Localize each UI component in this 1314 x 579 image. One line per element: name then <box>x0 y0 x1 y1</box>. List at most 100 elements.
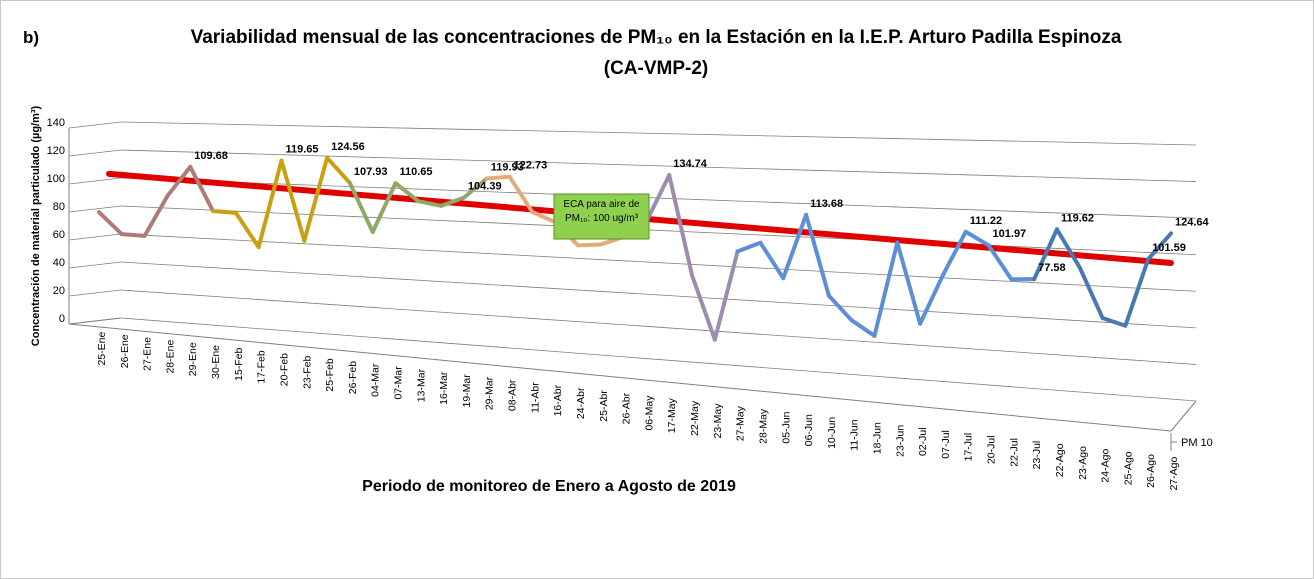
x-tick-label: 17-Jul <box>963 433 975 462</box>
data-label: 111.22 <box>970 215 1002 227</box>
y-tick-label: 20 <box>53 285 65 297</box>
line-segment <box>279 158 307 243</box>
y-tick-label: 60 <box>53 229 65 241</box>
y-tick <box>68 205 122 213</box>
x-tick-label: 20-Feb <box>278 353 290 386</box>
data-label: 104.39 <box>468 181 502 193</box>
x-tick-label: 02-Jul <box>917 427 929 456</box>
panel-label: b) <box>23 28 39 47</box>
y-tick <box>68 233 122 241</box>
x-tick-label: 23-May <box>712 403 724 439</box>
x-tick-label: 27-Ago <box>1168 457 1180 491</box>
x-tick-label: 17-May <box>666 397 678 433</box>
y-tick-label: 80 <box>53 201 65 213</box>
line-segment <box>507 174 535 215</box>
x-tick-label: 15-Feb <box>233 348 245 381</box>
x-tick-label: 27-Ene <box>142 337 154 371</box>
line-segment <box>188 164 216 214</box>
line-segment <box>804 212 831 298</box>
x-tick-label: 26-Abr <box>621 392 633 424</box>
line-segment <box>393 181 421 204</box>
x-tick-label: 16-Mar <box>438 371 450 405</box>
line-segment <box>849 318 877 338</box>
line-segment <box>667 173 695 278</box>
x-tick-label: 25-Ago <box>1122 451 1134 485</box>
grid-line <box>120 289 1197 365</box>
x-tick-label: 27-May <box>735 405 747 441</box>
x-tick-label: 06-May <box>643 395 655 431</box>
x-tick-label: 25-Ene <box>96 332 108 366</box>
y-tick <box>68 261 122 269</box>
x-tick-label: 24-Ago <box>1100 449 1112 483</box>
line-segment <box>735 240 763 254</box>
line-segment <box>461 176 489 200</box>
data-label: 107.93 <box>354 166 388 178</box>
reference-box: ECA para aire de PM₁₀: 100 ug/m³ <box>553 193 650 240</box>
x-tick-label: 11-Abr <box>529 382 541 413</box>
y-tick-label: 0 <box>59 313 65 325</box>
line-segment <box>986 243 1014 282</box>
grid-line <box>120 205 1197 256</box>
line-segment <box>142 193 170 238</box>
line-segment <box>370 181 398 235</box>
line-segment <box>1032 227 1059 282</box>
floor-edge <box>1170 400 1197 432</box>
x-tick-label: 17-Feb <box>256 350 268 383</box>
x-tick-label: 23-Ago <box>1077 446 1089 480</box>
data-label: 119.62 <box>1061 212 1094 224</box>
data-label: 110.65 <box>400 166 433 178</box>
line-segment <box>826 293 854 323</box>
line-segment <box>325 155 352 186</box>
line-segment <box>712 249 740 342</box>
line-segment <box>119 232 147 238</box>
data-label: 119.65 <box>285 144 318 156</box>
x-tick-label: 26-Ago <box>1145 454 1157 488</box>
y-tick-label: 120 <box>47 145 65 157</box>
line-segment <box>530 210 558 225</box>
chart-subtitle: (CA-VMP-2) <box>604 58 709 79</box>
x-tick-label: 11-Jun <box>849 419 861 450</box>
x-tick-label: 10-Jun <box>826 417 838 449</box>
line-segment <box>416 199 444 208</box>
floor-edge <box>68 323 1172 432</box>
reference-box-bg <box>553 193 650 240</box>
x-tick-label: 16-Abr <box>552 384 564 416</box>
x-tick-label: 04-Mar <box>370 363 382 397</box>
reference-label: ECA para aire de PM₁₀: 100 ug/m³ <box>563 199 640 224</box>
line-segment <box>256 158 284 250</box>
grid-line <box>120 233 1197 292</box>
x-tick-label: 29-Ene <box>187 342 199 376</box>
y-tick <box>68 121 122 129</box>
data-label: 119.93 <box>491 161 524 173</box>
line-segment <box>895 240 923 326</box>
y-tick-label: 40 <box>53 257 65 269</box>
grid-line <box>120 121 1197 146</box>
grid-line <box>120 149 1197 182</box>
line-segment <box>211 209 238 215</box>
line-segment <box>484 174 512 181</box>
x-tick-label: 20-Jul <box>986 435 998 464</box>
x-axis-label: Periodo de monitoreo de Enero a Agosto d… <box>362 478 736 495</box>
x-tick-label: 23-Jun <box>894 425 906 457</box>
y-axis-label: Concentración de material particulado (µ… <box>30 105 42 346</box>
x-tick-label: 08-Abr <box>507 379 519 411</box>
x-tick-label: 24-Abr <box>575 387 587 419</box>
line-segment <box>165 164 193 198</box>
x-tick-label: 25-Feb <box>324 358 336 391</box>
x-tick-label: 29-Mar <box>484 376 496 410</box>
line-segment <box>233 210 261 250</box>
grid-line <box>120 261 1197 329</box>
x-tick-label: 26-Feb <box>347 361 359 394</box>
line-segment <box>97 210 124 237</box>
x-tick-label: 25-Abr <box>598 390 610 422</box>
data-label: 101.59 <box>1152 242 1186 254</box>
data-label: 134.74 <box>673 158 708 170</box>
reference-box-text: ECA para aire de PM₁₀: 100 ug/m³ <box>563 199 640 224</box>
x-tick-label: 07-Jul <box>940 430 952 459</box>
line-segment <box>347 181 375 235</box>
data-label: 124.64 <box>1175 216 1210 228</box>
data-label: 109.68 <box>194 150 228 162</box>
y-tick <box>68 177 122 185</box>
